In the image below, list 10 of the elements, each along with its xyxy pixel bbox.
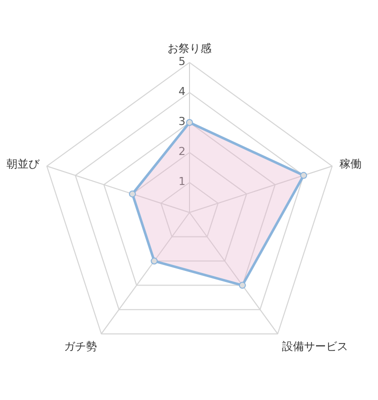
spoke-label: 稼働 [339, 157, 362, 170]
y-tick-label: 1 [178, 175, 186, 188]
spoke-label: 設備サービス [282, 340, 348, 353]
y-tick-label: 2 [178, 145, 186, 158]
y-tick-label: 3 [178, 115, 186, 128]
y-tick-label: 5 [178, 55, 186, 68]
spoke-label: 朝並び [6, 157, 41, 170]
y-tick-label: 4 [178, 85, 186, 98]
spoke-label: お祭り感 [168, 42, 212, 55]
spoke-label: ガチ勢 [64, 340, 97, 353]
